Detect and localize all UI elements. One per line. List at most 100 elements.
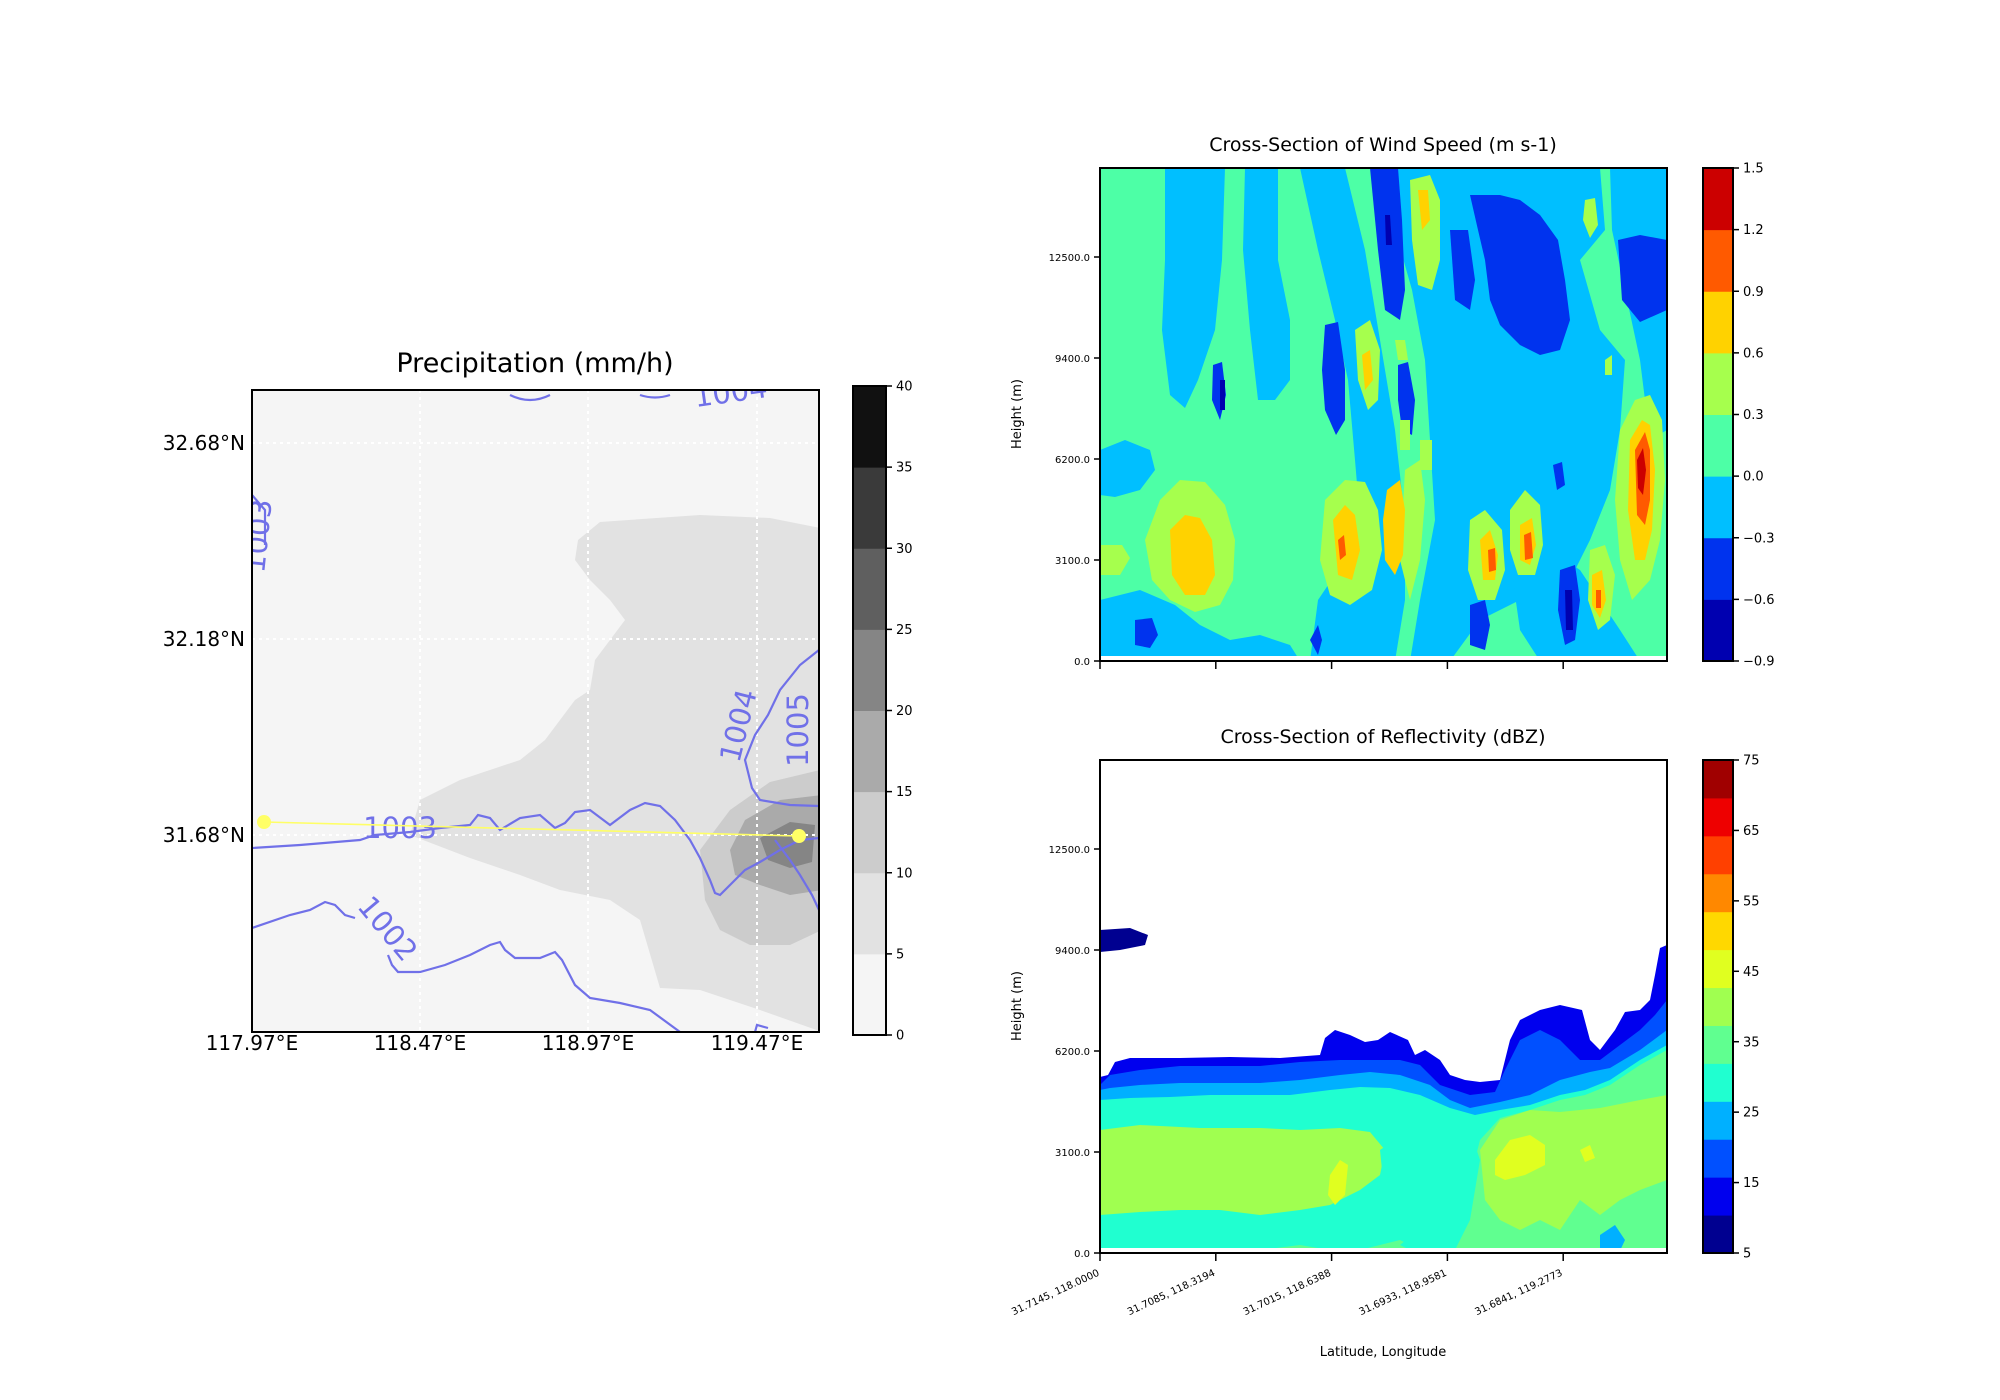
colorbar-tick-label: 55 bbox=[1743, 894, 1760, 909]
wind-contours-neg09 bbox=[1220, 215, 1573, 630]
wind-x-ticks bbox=[1099, 661, 1564, 669]
isobar-label: 1005 bbox=[781, 693, 815, 767]
colorbar-tick-label: 5 bbox=[896, 947, 904, 962]
y-tick-label: 3100.0 bbox=[1055, 1148, 1090, 1159]
lon-tick-label: 117.97°E bbox=[206, 1031, 299, 1055]
isobar-line bbox=[509, 394, 551, 402]
colorbar-block bbox=[853, 872, 886, 955]
refl-colorbar-ticks: 75 65 55 45 35 25 15 5 bbox=[1733, 754, 1760, 1262]
refl-echo-50dbz bbox=[1328, 1160, 1348, 1205]
colorbar-block bbox=[1703, 911, 1733, 951]
y-tick-label: 9400.0 bbox=[1055, 354, 1090, 365]
colorbar-tick-label: 1.5 bbox=[1743, 162, 1764, 177]
precip-y-ticks: 32.68°N 32.18°N 31.68°N bbox=[163, 431, 245, 847]
cross-section-line bbox=[257, 815, 806, 843]
colorbar-tick-label: 25 bbox=[1743, 1106, 1760, 1121]
refl-title: Cross-Section of Reflectivity (dBZ) bbox=[1221, 726, 1546, 748]
lon-tick-label: 118.47°E bbox=[374, 1031, 467, 1055]
colorbar-tick-label: 45 bbox=[1743, 965, 1760, 980]
refl-frame bbox=[1099, 759, 1668, 1254]
colorbar-tick-label: 0.3 bbox=[1743, 408, 1764, 423]
colorbar-tick-label: 10 bbox=[896, 866, 913, 881]
isobar-line bbox=[639, 393, 671, 399]
colorbar-block bbox=[1703, 987, 1733, 1026]
colorbar-block bbox=[1703, 291, 1733, 354]
colorbar-tick-label: −0.9 bbox=[1743, 655, 1775, 670]
wind-contours-neg06 bbox=[1135, 168, 1667, 655]
lon-tick-label: 119.47°E bbox=[711, 1031, 804, 1055]
isobar-line bbox=[252, 900, 356, 930]
y-tick-label: 9400.0 bbox=[1055, 946, 1090, 957]
precip-colorbar: 0 5 10 15 20 25 30 35 40 bbox=[852, 380, 913, 1044]
colorbar-block bbox=[1703, 476, 1733, 539]
wind-colorbar-blocks bbox=[1703, 168, 1733, 662]
isobar-label: 1003 bbox=[363, 811, 437, 845]
y-tick-label: 12500.0 bbox=[1049, 253, 1090, 264]
colorbar-tick-label: 15 bbox=[1743, 1176, 1760, 1191]
refl-plot-area bbox=[1100, 760, 1667, 1253]
precip-x-ticks: 117.97°E 118.47°E 118.97°E 119.47°E bbox=[206, 1031, 804, 1055]
refl-xlabel: Latitude, Longitude bbox=[1320, 1345, 1446, 1360]
colorbar-block bbox=[1703, 873, 1733, 913]
colorbar-tick-label: −0.6 bbox=[1743, 593, 1775, 608]
colorbar-tick-label: 1.2 bbox=[1743, 223, 1764, 238]
colorbar-tick-label: 15 bbox=[896, 785, 913, 800]
isobar-line bbox=[774, 839, 819, 911]
refl-colorbar: 75 65 55 45 35 25 15 5 bbox=[1702, 754, 1760, 1262]
x-tick-label: 31.6841, 119.2773 bbox=[1473, 1268, 1564, 1318]
precip-panel: Precipitation (mm/h) bbox=[163, 348, 913, 1055]
colorbar-tick-label: 75 bbox=[1743, 754, 1760, 769]
colorbar-block bbox=[1703, 414, 1733, 477]
refl-colorbar-blocks bbox=[1703, 760, 1733, 1254]
wind-title: Cross-Section of Wind Speed (m s-1) bbox=[1209, 134, 1557, 156]
colorbar-tick-label: 40 bbox=[896, 380, 913, 395]
colorbar-tick-label: 65 bbox=[1743, 824, 1760, 839]
colorbar-tick-label: 0 bbox=[896, 1029, 904, 1044]
wind-ylabel: Height (m) bbox=[1010, 379, 1025, 449]
colorbar-block bbox=[1703, 797, 1733, 837]
refl-ylabel: Height (m) bbox=[1010, 971, 1025, 1041]
wind-frame bbox=[1099, 167, 1668, 662]
colorbar-tick-label: 30 bbox=[896, 542, 913, 557]
wind-colorbar-ticks: 1.5 1.2 0.9 0.6 0.3 0.0 −0.3 −0.6 −0.9 bbox=[1733, 162, 1775, 670]
cross-section-start-marker bbox=[257, 815, 271, 829]
colorbar-block bbox=[1703, 1177, 1733, 1216]
y-tick-label: 0.0 bbox=[1074, 657, 1090, 668]
y-tick-label: 3100.0 bbox=[1055, 556, 1090, 567]
y-tick-label: 12500.0 bbox=[1049, 845, 1090, 856]
lon-tick-label: 118.97°E bbox=[542, 1031, 635, 1055]
precip-plot-area: 1004 1003 1004 1005 1003 1002 bbox=[252, 390, 819, 1032]
y-tick-label: 6200.0 bbox=[1055, 455, 1090, 466]
lat-tick-label: 32.18°N bbox=[163, 627, 245, 651]
lat-tick-label: 32.68°N bbox=[163, 431, 245, 455]
refl-panel: Cross-Section of Reflectivity (dBZ) Heig… bbox=[1010, 726, 1760, 1360]
colorbar-block bbox=[1703, 599, 1733, 662]
wind-plot-area bbox=[1100, 168, 1667, 661]
x-tick-label: 31.7015, 118.6388 bbox=[1242, 1268, 1333, 1318]
colorbar-tick-label: 0.6 bbox=[1743, 346, 1764, 361]
refl-echo-5dbz bbox=[1100, 928, 1148, 952]
colorbar-tick-label: 0.0 bbox=[1743, 470, 1764, 485]
colorbar-block bbox=[853, 467, 886, 549]
cross-section-end-marker bbox=[792, 829, 806, 843]
refl-echo-25dbz-spot bbox=[1600, 1225, 1625, 1253]
colorbar-block bbox=[1703, 352, 1733, 415]
colorbar-block bbox=[1703, 1101, 1733, 1140]
refl-echo-35dbz-lower bbox=[1400, 1130, 1480, 1253]
colorbar-block bbox=[1703, 168, 1733, 231]
wind-contours-pos12 bbox=[1637, 448, 1646, 495]
colorbar-block bbox=[1703, 1063, 1733, 1102]
colorbar-block bbox=[853, 953, 886, 1036]
colorbar-block bbox=[1703, 1139, 1733, 1178]
precip-colorbar-blocks bbox=[853, 386, 886, 1036]
colorbar-block bbox=[1703, 949, 1733, 989]
refl-colorbar-frame bbox=[1702, 759, 1734, 1254]
colorbar-tick-label: 35 bbox=[896, 461, 913, 476]
y-tick-label: 6200.0 bbox=[1055, 1047, 1090, 1058]
refl-echo-45dbz bbox=[1480, 1095, 1667, 1230]
colorbar-block bbox=[853, 710, 886, 793]
x-tick-label: 31.6933, 118.9581 bbox=[1358, 1268, 1449, 1318]
wind-panel: Cross-Section of Wind Speed (m s-1) bbox=[1010, 134, 1775, 670]
wind-y-ticks: 0.0 3100.0 6200.0 9400.0 12500.0 bbox=[1049, 253, 1100, 668]
